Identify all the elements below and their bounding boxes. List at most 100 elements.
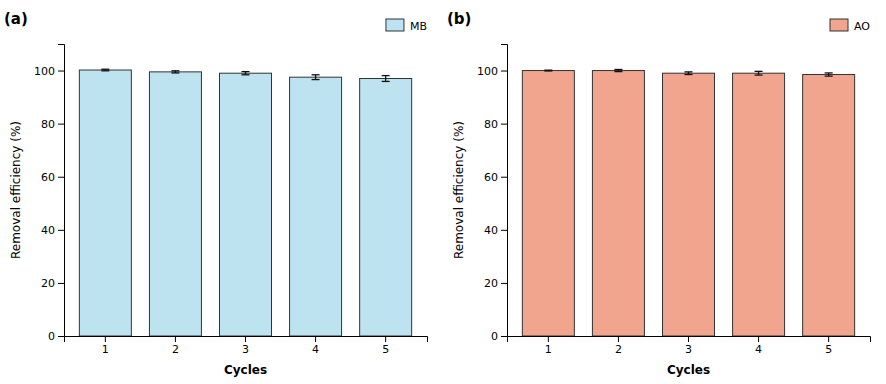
x-tick-label: 1 <box>102 343 109 356</box>
legend-label: AO <box>854 20 870 33</box>
bar <box>220 73 272 336</box>
bar <box>803 75 855 336</box>
x-tick-mark <box>175 336 176 342</box>
error-bar-cap <box>614 71 622 72</box>
error-bar-cap <box>101 70 109 71</box>
bar <box>149 72 201 336</box>
y-tick-label: 0 <box>491 330 498 343</box>
x-tick: 1 <box>545 336 552 356</box>
x-axis-line <box>508 337 871 343</box>
x-tick: 3 <box>242 336 249 356</box>
error-bar <box>755 71 763 75</box>
error-bar-cap <box>382 75 390 76</box>
x-tick-mark <box>828 336 829 342</box>
x-tick: 5 <box>382 336 389 356</box>
x-tick: 2 <box>615 336 622 356</box>
x-tick: 3 <box>685 336 692 356</box>
y-axis-line <box>58 45 65 337</box>
error-bar <box>242 72 250 75</box>
bar <box>663 73 715 336</box>
error-bar <box>614 69 622 71</box>
legend: MB <box>386 19 427 33</box>
y-tick: 60 <box>484 171 507 184</box>
x-tick-mark <box>758 336 759 342</box>
y-tick-mark <box>501 336 507 337</box>
x-tick-mark <box>105 336 106 342</box>
error-bar-cap <box>825 72 833 73</box>
x-tick-label: 3 <box>242 343 249 356</box>
panel: 1 2 3 4 5 0 20 40 60 80 100 Cycles Removal efficienc… <box>4 10 428 377</box>
y-tick: 80 <box>484 118 507 131</box>
y-tick-mark <box>58 71 64 72</box>
y-tick: 20 <box>41 277 64 290</box>
y-tick-mark <box>501 230 507 231</box>
error-bar <box>171 71 179 73</box>
y-tick: 100 <box>34 65 64 78</box>
plot-area <box>79 69 411 336</box>
y-axis-title: Removal efficiency (%) <box>452 121 466 259</box>
y-tick: 40 <box>41 224 64 237</box>
y-tick-label: 80 <box>484 118 498 131</box>
error-bar-cap <box>242 74 250 75</box>
x-axis: 1 2 3 4 5 <box>65 336 428 356</box>
error-bar-cap <box>614 69 622 70</box>
error-bar <box>544 70 552 72</box>
y-axis-line <box>501 45 508 337</box>
legend-swatch <box>386 19 404 31</box>
bar <box>522 71 574 336</box>
legend-item: AO <box>830 19 870 33</box>
error-bar-cap <box>825 75 833 76</box>
x-tick: 4 <box>755 336 762 356</box>
panel-title: (b) <box>447 10 471 28</box>
y-tick: 0 <box>491 330 507 343</box>
y-tick-label: 40 <box>41 224 55 237</box>
y-tick: 20 <box>484 277 507 290</box>
x-tick-label: 5 <box>382 343 389 356</box>
x-tick-label: 2 <box>172 343 179 356</box>
error-bar-cap <box>242 71 250 72</box>
x-tick-mark <box>385 336 386 342</box>
error-bar-cap <box>171 70 179 71</box>
error-bar-cap <box>171 72 179 73</box>
error-bar-cap <box>382 81 390 82</box>
bar <box>360 79 412 336</box>
x-tick-mark <box>315 336 316 342</box>
error-bar-stem <box>315 75 316 80</box>
y-tick-label: 0 <box>48 330 55 343</box>
y-tick: 80 <box>41 118 64 131</box>
y-tick-label: 100 <box>477 65 498 78</box>
bar <box>733 73 785 336</box>
x-tick-label: 4 <box>755 343 762 356</box>
legend: AO <box>830 19 870 33</box>
panel: 12345020406080100CyclesRemoval efficienc… <box>447 10 871 377</box>
x-axis-title: Cycles <box>224 363 267 377</box>
x-tick-label: 1 <box>545 343 552 356</box>
error-bar <box>382 76 390 82</box>
error-bar-cap <box>544 69 552 70</box>
y-tick-mark <box>501 71 507 72</box>
y-tick-mark <box>58 124 64 125</box>
y-tick-label: 20 <box>41 277 55 290</box>
y-tick-mark <box>501 177 507 178</box>
x-tick-label: 3 <box>685 343 692 356</box>
bars <box>79 70 411 336</box>
x-tick: 5 <box>825 336 832 356</box>
error-bar <box>101 69 109 71</box>
bars <box>522 71 854 336</box>
y-tick-mark <box>501 124 507 125</box>
bar <box>290 77 342 336</box>
y-tick-label: 100 <box>34 65 55 78</box>
y-tick: 100 <box>477 65 507 78</box>
error-bar-cap <box>685 74 693 75</box>
x-tick: 1 <box>102 336 109 356</box>
y-tick-mark <box>58 336 64 337</box>
y-axis-title: Removal efficiency (%) <box>9 121 23 259</box>
x-tick-mark <box>688 336 689 342</box>
y-tick-label: 80 <box>41 118 55 131</box>
error-bar-cap <box>755 74 763 75</box>
y-tick-label: 60 <box>41 171 55 184</box>
x-tick-label: 4 <box>312 343 319 356</box>
x-tick-mark <box>618 336 619 342</box>
y-tick: 40 <box>484 224 507 237</box>
y-tick-mark <box>58 283 64 284</box>
